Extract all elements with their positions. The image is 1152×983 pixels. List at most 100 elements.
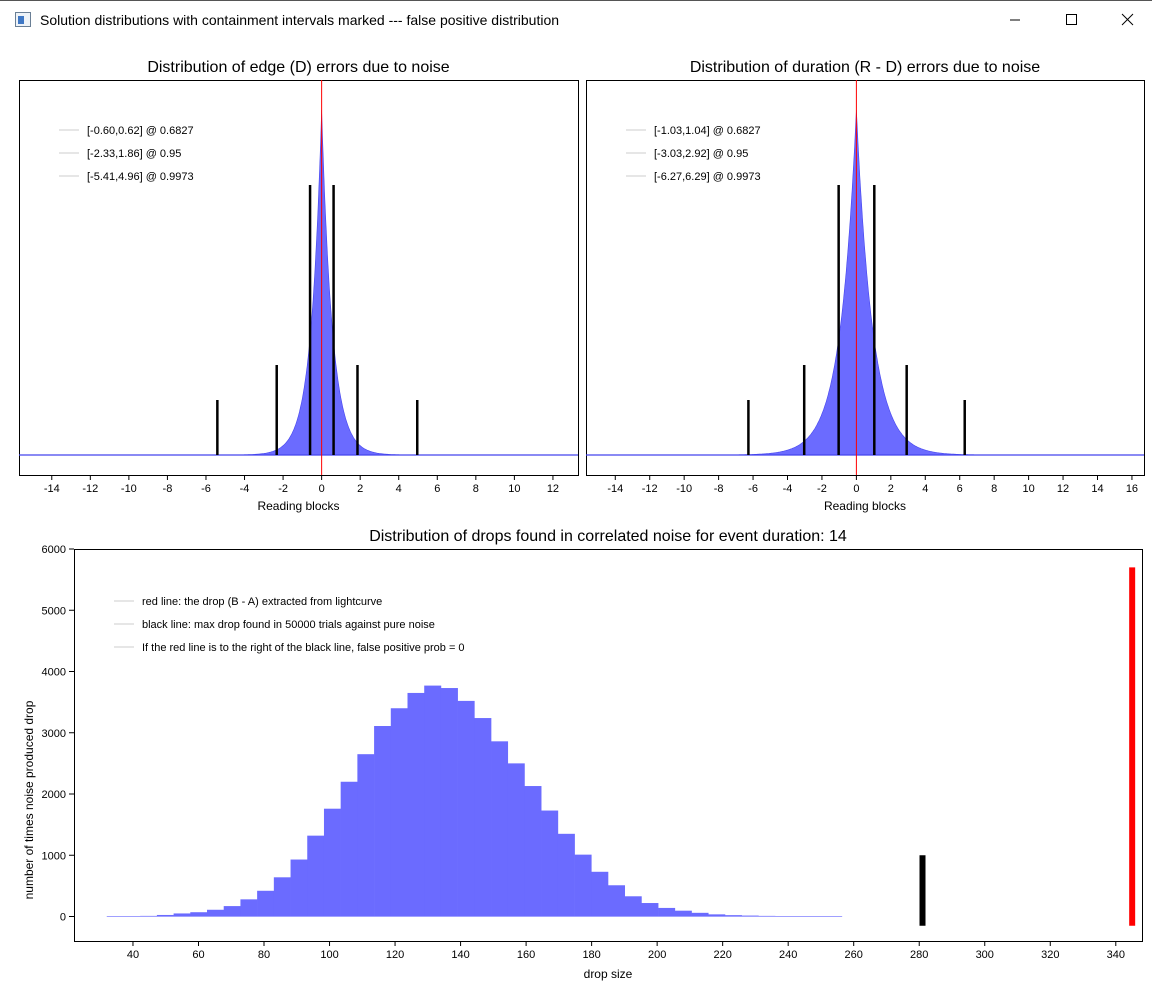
x-tick-label: 100 (320, 949, 338, 961)
x-tick-label: 12 (547, 483, 559, 495)
y-axis-label: number of times noise produced drop (22, 700, 36, 899)
histogram-bar (223, 906, 241, 917)
x-tick-label: 10 (1022, 483, 1034, 495)
x-tick-label: -10 (121, 483, 137, 495)
x-tick-label: 6 (434, 483, 440, 495)
x-tick-label: -4 (783, 483, 793, 495)
histogram-bar (608, 885, 626, 917)
y-tick-label: 0 (60, 912, 66, 924)
histogram-bar (190, 912, 208, 917)
chart-title: Distribution of duration (R - D) errors … (690, 59, 1040, 76)
histogram-bar (290, 859, 308, 917)
histogram-bar (624, 896, 642, 917)
x-tick-label: -8 (714, 483, 724, 495)
close-button[interactable] (1104, 1, 1150, 39)
x-tick-label: 12 (1057, 483, 1069, 495)
legend-entry: [-3.03,2.92] @ 0.95 (654, 148, 748, 160)
y-tick-label: 1000 (42, 850, 66, 862)
histogram-bar (357, 754, 375, 917)
maximize-button[interactable] (1048, 1, 1094, 39)
histogram-bar (524, 786, 542, 917)
y-tick-label: 5000 (42, 605, 66, 617)
x-tick-label: 280 (910, 949, 928, 961)
x-tick-label: -12 (642, 483, 658, 495)
close-icon (1121, 13, 1134, 26)
minimize-button[interactable] (992, 1, 1038, 39)
window-titlebar[interactable]: Solution distributions with containment … (0, 0, 1152, 38)
x-tick-label: 10 (508, 483, 520, 495)
x-tick-label: 340 (1107, 949, 1125, 961)
histogram-bar (424, 685, 442, 917)
x-tick-label: 0 (853, 483, 859, 495)
histogram-bar (491, 741, 509, 917)
histogram-bar (156, 914, 174, 917)
histogram-bar (507, 763, 525, 917)
x-tick-label: 2 (888, 483, 894, 495)
x-tick-label: -10 (676, 483, 692, 495)
x-tick-label: -14 (607, 483, 623, 495)
x-tick-label: 240 (779, 949, 797, 961)
chart-title: Distribution of drops found in correlate… (369, 528, 847, 545)
x-tick-label: -12 (82, 483, 98, 495)
histogram-bar (340, 781, 358, 917)
histogram-bar (323, 808, 341, 917)
x-tick-label: 8 (991, 483, 997, 495)
plot-frame (19, 80, 579, 476)
x-tick-label: 260 (845, 949, 863, 961)
histogram-bar (658, 907, 676, 917)
x-tick-label: -14 (44, 483, 60, 495)
histogram-bar (591, 871, 609, 917)
plot-frame (74, 549, 1143, 942)
legend-entry: [-0.60,0.62] @ 0.6827 (87, 125, 194, 137)
x-tick-label: 160 (517, 949, 535, 961)
x-tick-label: -4 (240, 483, 250, 495)
window-title: Solution distributions with containment … (40, 12, 560, 28)
chart-1 (19, 80, 579, 480)
x-tick-label: 60 (192, 949, 204, 961)
x-tick-label: 180 (582, 949, 600, 961)
x-tick-label: 300 (976, 949, 994, 961)
chart-3 (69, 548, 1143, 946)
x-tick-label: 8 (473, 483, 479, 495)
x-tick-label: 40 (127, 949, 139, 961)
y-tick-label: 4000 (42, 667, 66, 679)
histogram-bar (457, 700, 475, 917)
legend-entry: [-1.03,1.04] @ 0.6827 (654, 125, 761, 137)
maximize-icon (1066, 14, 1077, 25)
histogram-bar (440, 688, 458, 917)
x-tick-label: -2 (278, 483, 288, 495)
x-tick-label: 320 (1041, 949, 1059, 961)
x-axis-label: Reading blocks (824, 499, 906, 513)
histogram-bar (307, 835, 325, 917)
chart-title: Distribution of edge (D) errors due to n… (147, 59, 449, 76)
app-icon (15, 12, 31, 27)
x-tick-label: 6 (957, 483, 963, 495)
histogram-bar (257, 890, 275, 917)
x-axis-label: drop size (584, 967, 633, 981)
histogram-bar (474, 718, 492, 917)
legend-entry: red line: the drop (B - A) extracted fro… (142, 596, 382, 608)
x-tick-label: 4 (396, 483, 402, 495)
x-tick-label: 0 (319, 483, 325, 495)
y-tick-label: 3000 (42, 728, 66, 740)
x-tick-label: 140 (451, 949, 469, 961)
histogram-bar (724, 915, 742, 917)
legend-entry: [-6.27,6.29] @ 0.9973 (654, 171, 761, 183)
histogram-bar (691, 912, 709, 917)
histogram-bar (641, 903, 659, 917)
x-tick-label: -6 (201, 483, 211, 495)
x-tick-label: 80 (258, 949, 270, 961)
x-tick-label: 200 (648, 949, 666, 961)
histogram-bar (674, 910, 692, 917)
x-tick-label: -2 (817, 483, 827, 495)
histogram-bar (374, 726, 392, 917)
x-tick-label: 14 (1091, 483, 1103, 495)
x-tick-label: -8 (163, 483, 173, 495)
legend-entry: If the red line is to the right of the b… (142, 642, 465, 654)
histogram-bar (708, 914, 726, 917)
legend-entry: [-5.41,4.96] @ 0.9973 (87, 171, 194, 183)
x-tick-label: 4 (922, 483, 928, 495)
histogram-bar (240, 899, 258, 917)
histogram-bar (541, 810, 559, 917)
